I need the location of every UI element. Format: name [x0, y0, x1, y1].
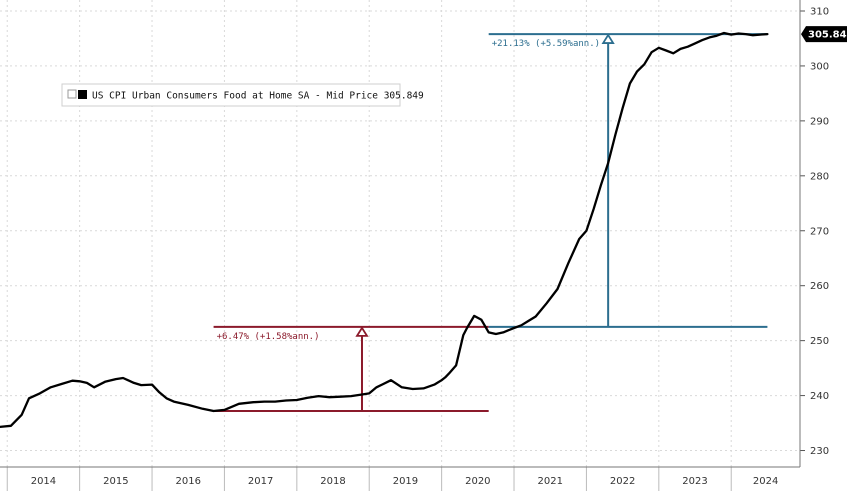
legend-swatch-outline	[67, 89, 77, 99]
legend-text: US CPI Urban Consumers Food at Home SA -…	[92, 91, 424, 102]
x-tick-label: 2022	[610, 476, 635, 487]
y-tick-label: 250	[810, 336, 829, 347]
annotation-arrow-head	[355, 326, 369, 337]
last-value-label: 305.849	[808, 30, 848, 41]
y-tick-label: 290	[810, 116, 829, 127]
y-tick-label: 270	[810, 226, 829, 237]
y-tick-label: 260	[810, 281, 829, 292]
legend: US CPI Urban Consumers Food at Home SA -…	[61, 83, 424, 107]
last-value-box	[801, 26, 847, 43]
axis-layer: 230 240 250 260 270 280 290 300 310 2014 2015 2016 2…	[0, 0, 829, 491]
x-tick-label: 2020	[465, 476, 490, 487]
x-tick-label: 2018	[320, 476, 345, 487]
legend-swatch	[78, 90, 87, 99]
series-line	[0, 31, 769, 429]
y-tick-label: 240	[810, 391, 829, 402]
x-tick-label: 2019	[393, 476, 418, 487]
x-tick-label: 2017	[248, 476, 273, 487]
x-tick-label: 2023	[682, 476, 707, 487]
annotation-layer: +6.47% (+1.58%ann.) +21.13% (+5.59%ann.)	[213, 33, 768, 412]
last-value-marker: 305.849	[801, 26, 848, 43]
series-layer	[0, 31, 769, 429]
annotation-arrow-head	[601, 33, 615, 44]
y-tick-label: 300	[810, 61, 829, 72]
legend-box	[61, 83, 401, 107]
y-tick-label: 280	[810, 171, 829, 182]
x-tick-label: 2024	[753, 476, 778, 487]
x-tick-label: 2014	[31, 476, 56, 487]
x-tick-label: 2021	[537, 476, 562, 487]
annotation-label: +6.47% (+1.58%ann.)	[217, 332, 320, 342]
y-tick-label: 310	[810, 6, 829, 17]
annotation-label: +21.13% (+5.59%ann.)	[492, 39, 600, 49]
x-tick-label: 2016	[176, 476, 201, 487]
y-tick-label: 230	[810, 446, 829, 457]
grid-layer	[0, 0, 800, 467]
x-tick-label: 2015	[103, 476, 128, 487]
